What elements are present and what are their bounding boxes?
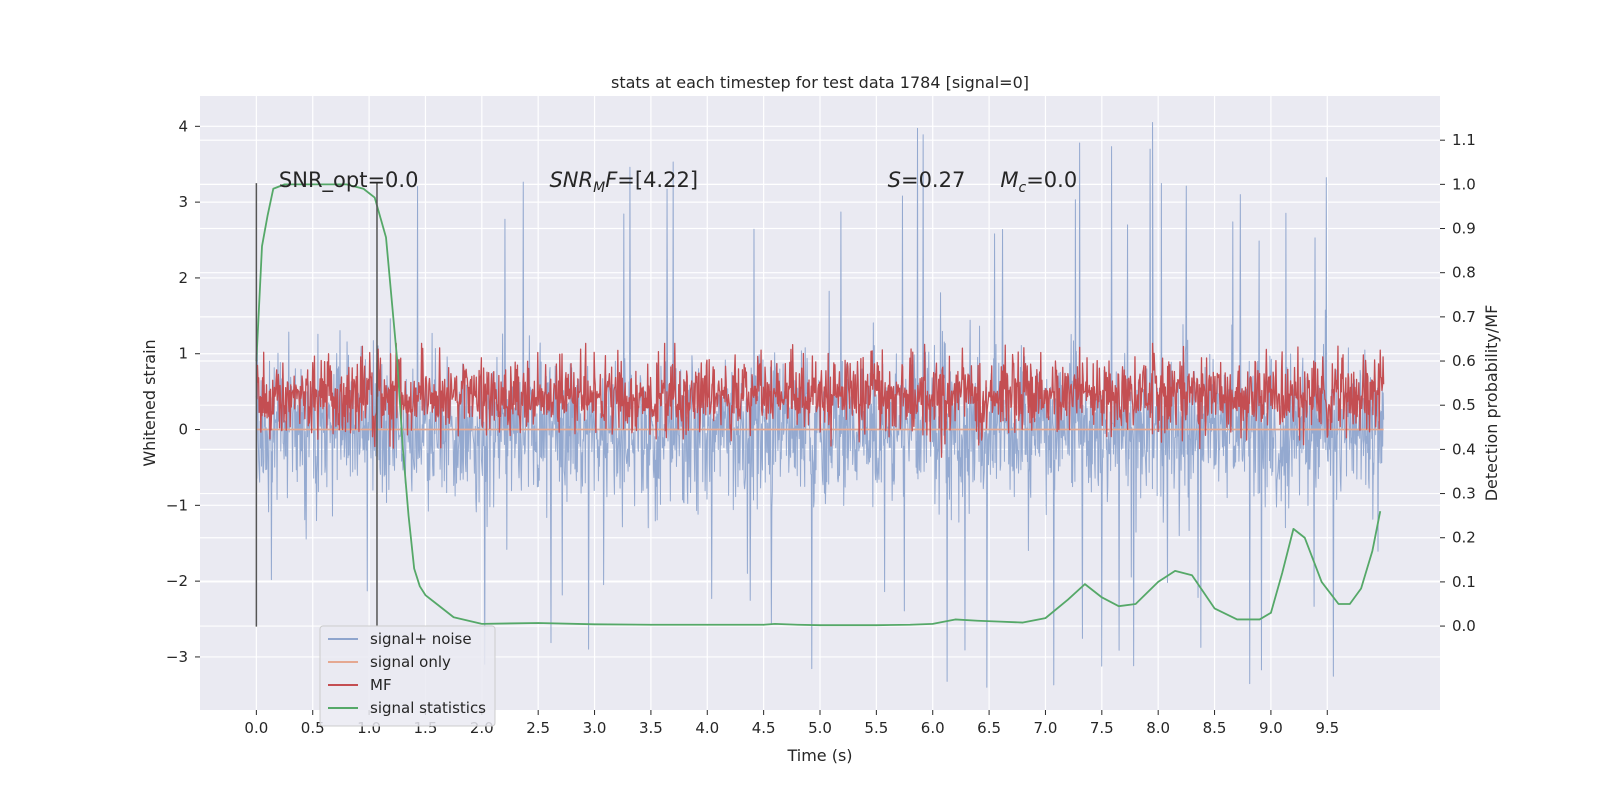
annotation-base: S	[888, 168, 901, 192]
legend-box	[319, 625, 496, 727]
annotation-text: SNRMF=[4.22]	[549, 168, 698, 196]
x-tick-label: 4.0	[695, 719, 719, 737]
y2-tick-label: 0.7	[1452, 308, 1476, 326]
y2-tick-label: 1.1	[1452, 131, 1476, 149]
annotation-value: =[4.22]	[617, 168, 698, 192]
annotation-subscript: M	[593, 180, 605, 196]
x-tick-label: 0.0	[244, 719, 268, 737]
y-axis-label: Whitened strain	[140, 339, 159, 466]
legend: signal+ noise signal only MF signal statist…	[319, 625, 496, 727]
x-tick-label: 9.0	[1259, 719, 1283, 737]
annotation-suffix: F	[605, 168, 618, 192]
y2-tick-label: 1.0	[1452, 175, 1476, 193]
y2-tick-label: 0.0	[1452, 617, 1476, 635]
series-line-signal-statistics	[255, 183, 1382, 627]
y2-tick-label: 0.5	[1452, 396, 1476, 414]
y2-tick-label: 0.6	[1452, 352, 1476, 370]
x-tick-label: 7.0	[1034, 719, 1058, 737]
chart-title: stats at each timestep for test data 178…	[611, 73, 1029, 92]
y2-tick-label: 0.3	[1452, 485, 1476, 503]
annotation-value: =0.0	[1026, 168, 1077, 192]
x-tick-label: 5.5	[864, 719, 888, 737]
series-line-mf	[255, 342, 1385, 458]
x-tick-label: 6.0	[921, 719, 945, 737]
y-tick-label: 0	[178, 421, 188, 439]
x-tick-label: 8.5	[1203, 719, 1227, 737]
y-tick-label: −2	[166, 572, 188, 590]
y2-tick-label: 0.2	[1452, 529, 1476, 547]
x-tick-label: 0.5	[301, 719, 325, 737]
x-tick-label: 7.5	[1090, 719, 1114, 737]
x-tick-label: 9.5	[1315, 719, 1339, 737]
plot-content	[255, 122, 1385, 688]
y2-tick-label: 0.1	[1452, 573, 1476, 591]
y2-tick-label: 0.8	[1452, 264, 1476, 282]
annotation-text: SNR_opt=0.0	[279, 168, 419, 193]
annotation-base: SNR	[549, 168, 593, 192]
x-tick-label: 3.5	[639, 719, 663, 737]
x-tick-label: 8.0	[1146, 719, 1170, 737]
annotation-base: M	[1000, 168, 1018, 192]
y-tick-label: 4	[178, 117, 188, 135]
annotation-text: Mc=0.0	[1000, 168, 1077, 196]
legend-entry-label: signal only	[370, 653, 451, 671]
x-tick-label: 5.0	[808, 719, 832, 737]
y2-axis-label: Detection probability/MF	[1482, 305, 1501, 502]
legend-entry-label: signal+ noise	[370, 630, 472, 648]
legend-entry-label: MF	[370, 676, 392, 694]
y-tick-label: 3	[178, 193, 188, 211]
y-tick-label: −1	[166, 496, 188, 514]
annotation-subscript: c	[1018, 180, 1026, 196]
annotation-text: S=0.27	[888, 168, 966, 192]
y2-tick-label: 0.9	[1452, 220, 1476, 238]
x-tick-label: 6.5	[977, 719, 1001, 737]
y-tick-label: −3	[166, 648, 188, 666]
x-tick-label: 2.5	[526, 719, 550, 737]
x-axis-label: Time (s)	[786, 746, 852, 765]
y2-tick-label: 0.4	[1452, 440, 1476, 458]
annotation-value: =0.27	[901, 168, 965, 192]
x-tick-label: 3.0	[583, 719, 607, 737]
y-tick-label: 1	[178, 345, 188, 363]
annotations: SNR_opt=0.0 SNRMF=[4.22] S=0.27 Mc=0.0	[279, 168, 1077, 196]
axis-ticks: 0.0 0.5 1.0 1.5 2.0 2.5 3.0 3.5 4.0 4.5 5.0 5.5 6.0 6…	[166, 117, 1476, 737]
x-tick-label: 4.5	[752, 719, 776, 737]
legend-entry-label: signal statistics	[370, 699, 486, 717]
y-tick-label: 2	[178, 269, 188, 287]
